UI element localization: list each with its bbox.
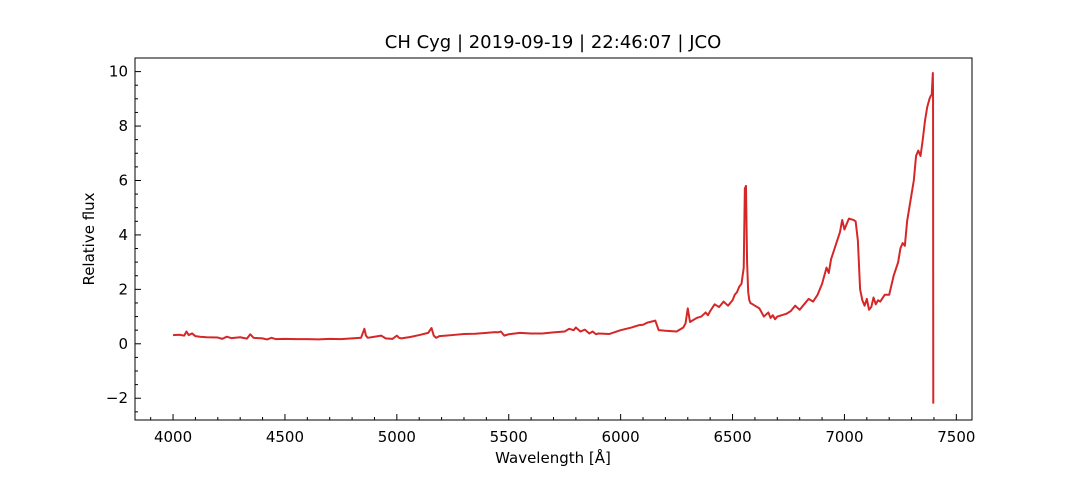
x-ticks: 4000 4500 5000 5500 6000 6500 7000 7500 <box>150 414 975 446</box>
y-tick-label: 2 <box>118 280 128 298</box>
y-tick-label: 10 <box>109 63 128 81</box>
axes-frame <box>134 57 973 421</box>
x-tick-label: 4000 <box>154 428 192 446</box>
chart-title: CH Cyg | 2019-09-19 | 22:46:07 | JCO <box>385 32 722 53</box>
x-tick-label: 5500 <box>490 428 528 446</box>
y-tick-label: 0 <box>118 335 128 353</box>
x-tick-label: 6000 <box>602 428 640 446</box>
x-tick-label: 6500 <box>713 428 751 446</box>
x-tick-label: 7500 <box>937 428 975 446</box>
x-tick-label: 5000 <box>378 428 416 446</box>
x-axis-label: Wavelength [Å] <box>495 448 611 467</box>
plot-area: 4000 4500 5000 5500 6000 6500 7000 7500 −2 0 2 4 6 8… <box>106 57 975 446</box>
y-tick-label: 6 <box>118 171 128 189</box>
y-axis-label: Relative flux <box>80 192 98 285</box>
series-line-0 <box>173 71 935 404</box>
y-tick-label: −2 <box>106 389 128 407</box>
x-tick-label: 7000 <box>825 428 863 446</box>
y-tick-label: 4 <box>118 226 128 244</box>
y-tick-label: 8 <box>118 117 128 135</box>
series-layer <box>173 71 935 404</box>
x-tick-label: 4500 <box>266 428 304 446</box>
